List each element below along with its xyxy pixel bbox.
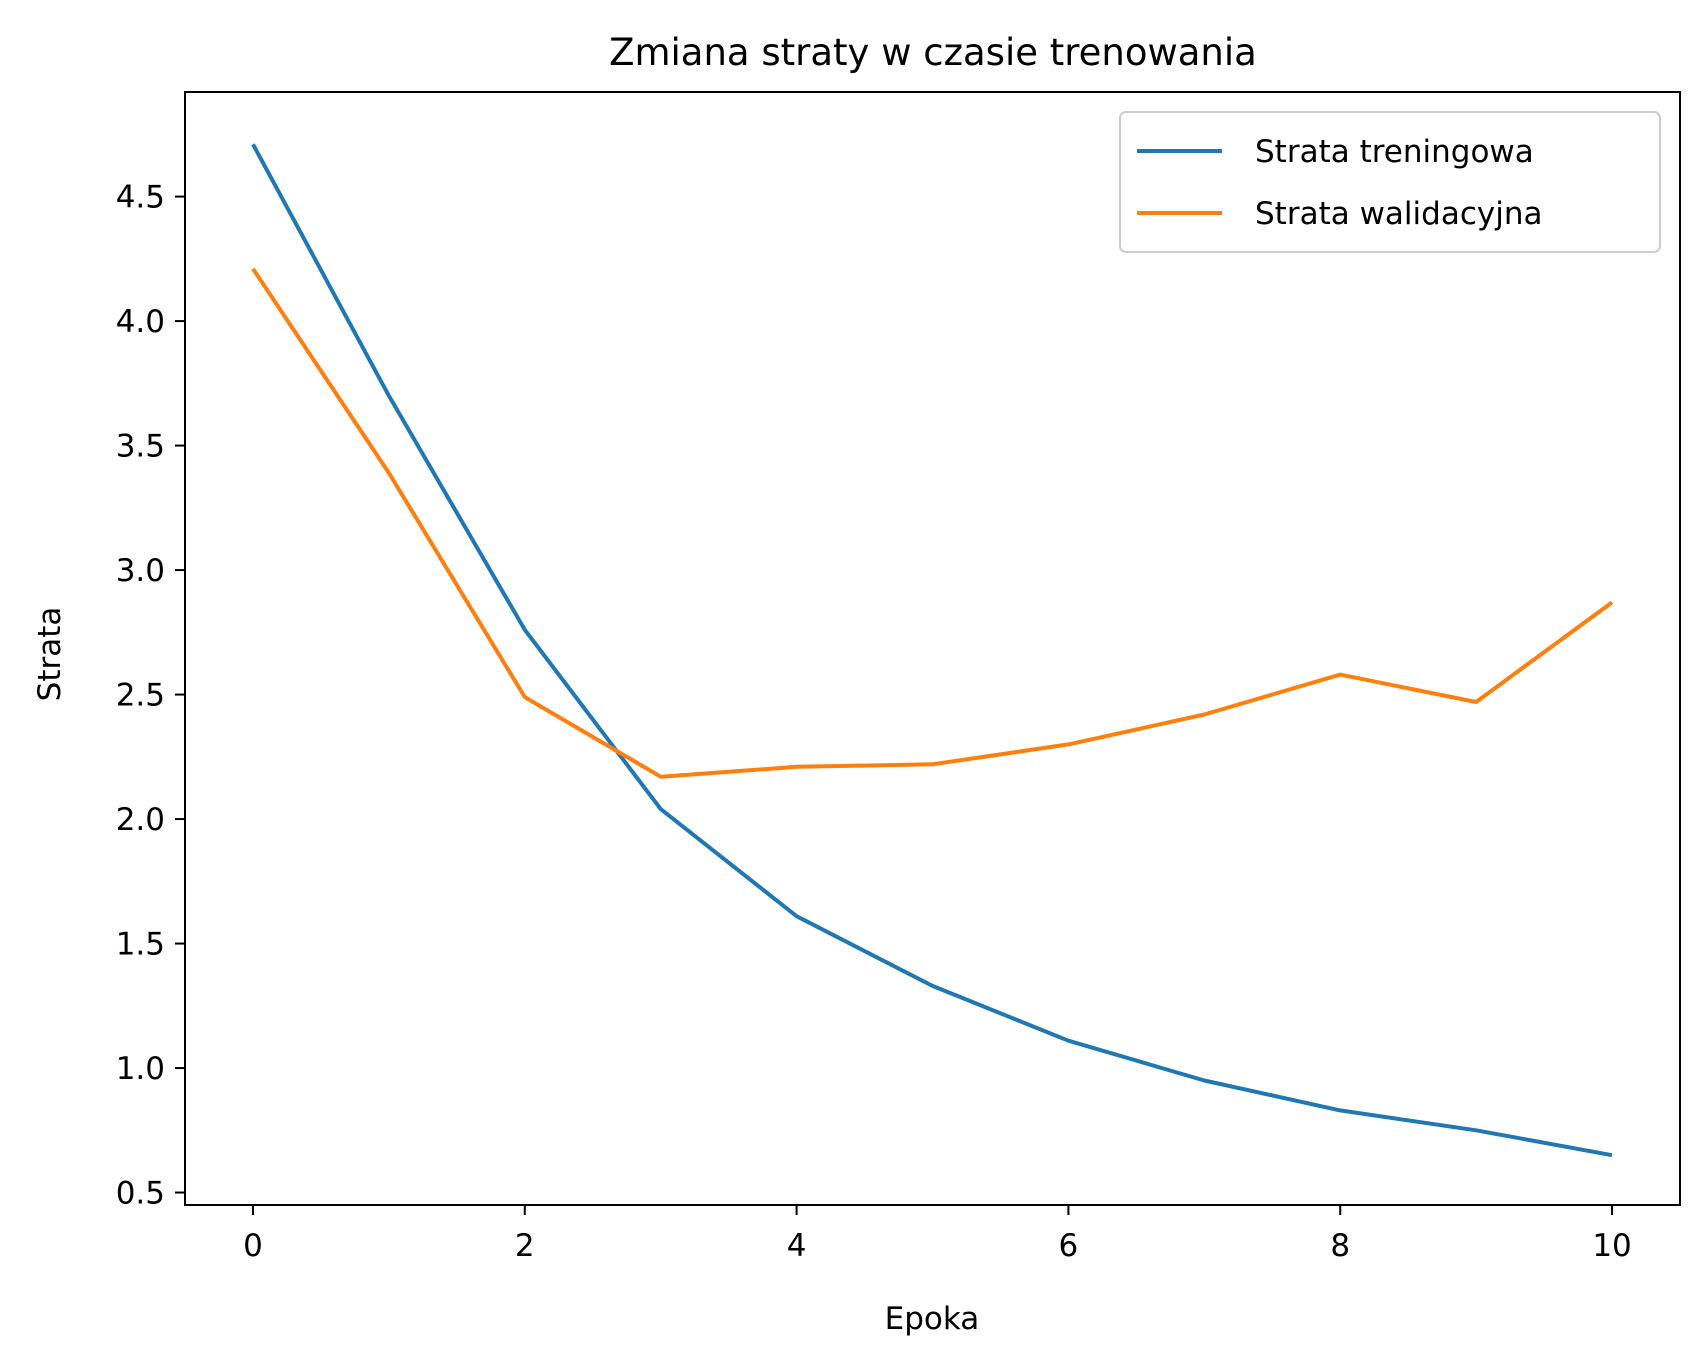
y-tick-label: 3.5: [116, 429, 165, 465]
x-tick-label: 10: [1592, 1228, 1631, 1264]
plot-area: [185, 92, 1680, 1205]
y-tick-label: 1.5: [116, 927, 165, 963]
x-axis-label: Epoka: [885, 1301, 980, 1337]
legend-box: [1119, 111, 1661, 253]
x-axis-ticks: 0 2 4 6 8 10: [243, 1205, 1632, 1264]
y-tick-label: 4.5: [116, 180, 165, 216]
validation-loss-line: [251, 267, 1614, 779]
x-tick-label: 8: [1330, 1228, 1350, 1264]
x-tick-label: 4: [787, 1228, 807, 1264]
training-loss-line: [251, 143, 1613, 1158]
legend-label-validation: Strata walidacyjna: [1255, 196, 1542, 232]
chart-title: Zmiana straty w czasie trenowania: [609, 31, 1257, 74]
plot-frame: [184, 91, 1681, 1206]
y-tick-label: 3.0: [116, 553, 165, 589]
x-tick-label: 6: [1059, 1228, 1079, 1264]
plot-background: [185, 92, 1680, 1205]
y-axis-label: Strata: [32, 607, 68, 702]
x-tick-label: 0: [243, 1228, 263, 1264]
x-tick-label: 2: [515, 1228, 535, 1264]
y-tick-label: 2.0: [116, 802, 165, 838]
y-tick-label: 0.5: [116, 1176, 165, 1212]
y-tick-label: 1.0: [116, 1051, 165, 1087]
y-tick-label: 4.0: [116, 304, 165, 340]
y-tick-label: 2.5: [116, 678, 165, 714]
series-group: [251, 143, 1614, 1158]
legend-label-training: Strata treningowa: [1255, 134, 1534, 170]
y-axis-ticks: 0.5 1.0 1.5 2.0 2.5 3.0 3.5 4.0 4.5: [116, 180, 185, 1212]
legend: Strata treningowa Strata walidacyjna: [1119, 111, 1661, 253]
